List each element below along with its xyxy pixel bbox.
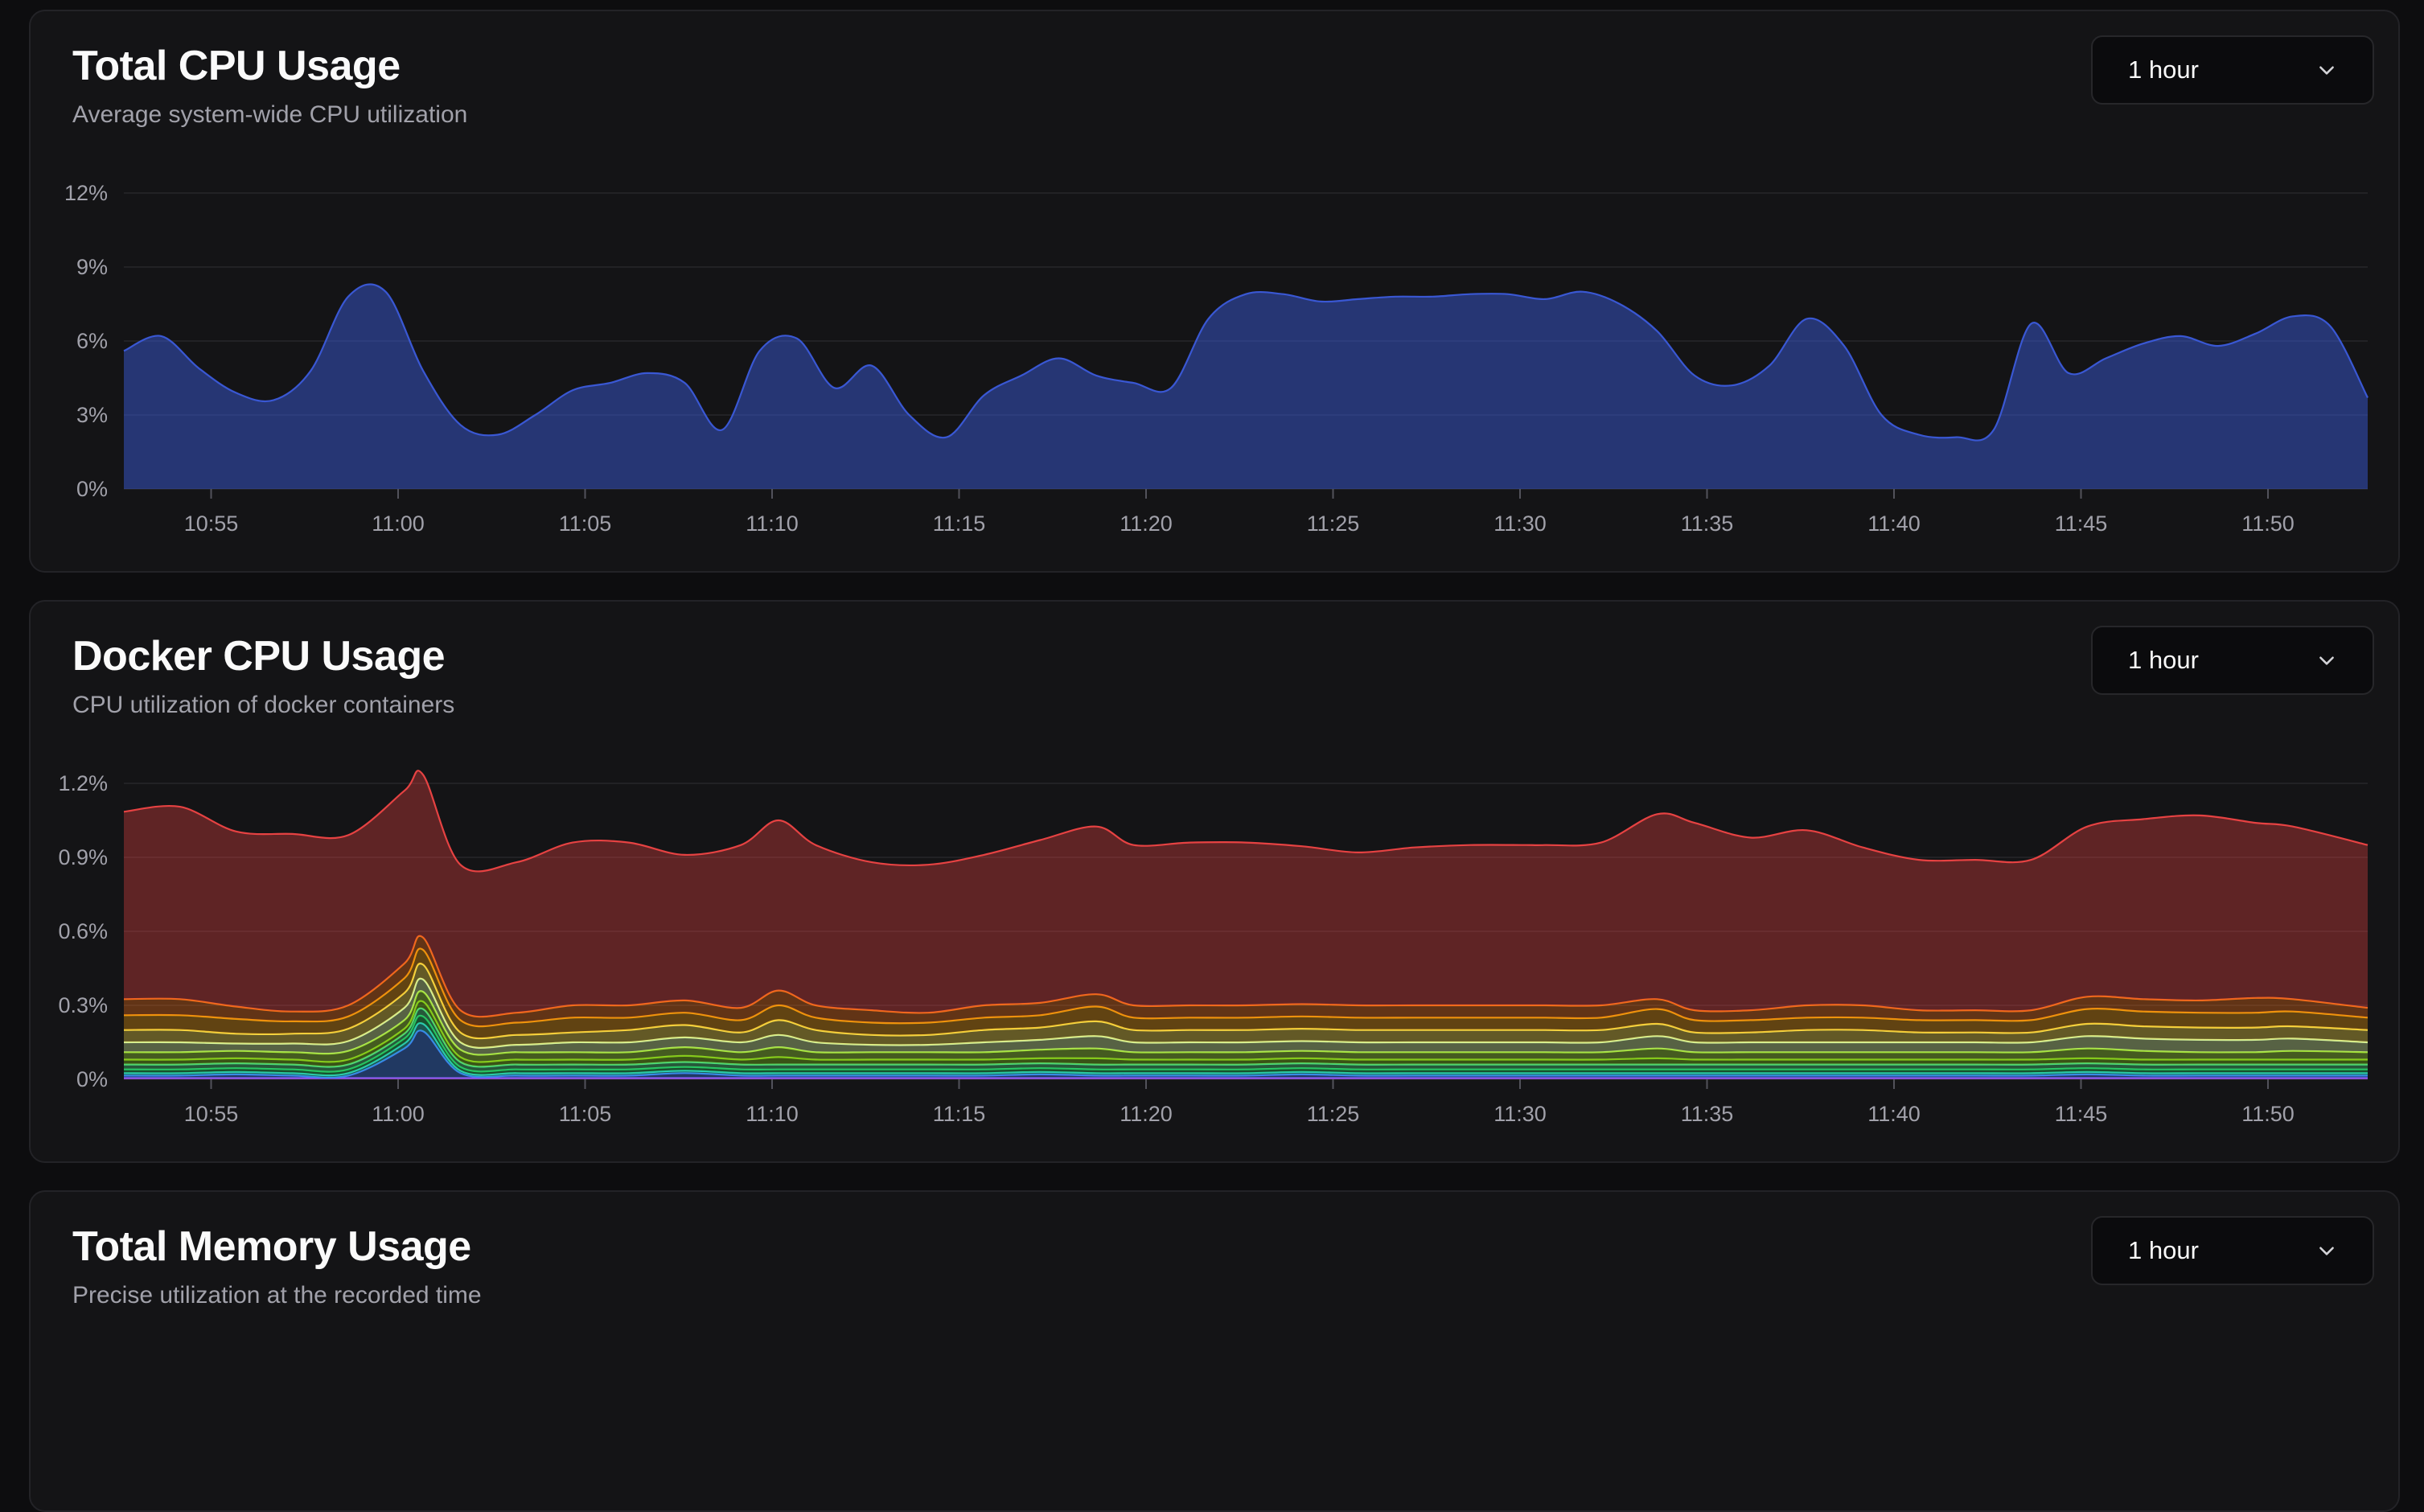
card-title: Docker CPU Usage <box>72 633 446 680</box>
x-tick-label: 11:20 <box>1120 1102 1173 1126</box>
series-line <box>123 1029 2368 1079</box>
y-tick-label: 3% <box>76 403 108 427</box>
series-line <box>123 1021 2368 1077</box>
card-subtitle: Precise utilization at the recorded time <box>72 1282 482 1309</box>
docker-cpu-card: Docker CPU Usage CPU utilization of dock… <box>29 600 2400 1163</box>
x-tick-label: 10:55 <box>184 1102 239 1126</box>
x-tick-label: 11:15 <box>933 512 986 536</box>
chevron-down-icon <box>2319 66 2334 75</box>
x-tick-label: 11:50 <box>2241 512 2295 536</box>
x-tick-label: 11:40 <box>1867 1102 1921 1126</box>
x-tick-label: 11:50 <box>2241 1102 2295 1126</box>
time-range-label: 1 hour <box>2128 55 2199 84</box>
x-tick-label: 11:05 <box>559 512 612 536</box>
x-tick-label: 11:30 <box>1493 1102 1547 1126</box>
total-cpu-card: Total CPU Usage Average system-wide CPU … <box>29 10 2400 573</box>
series-line <box>123 935 2369 1018</box>
series-line <box>123 1007 2368 1068</box>
x-tick-label: 11:25 <box>1307 1102 1360 1126</box>
series-line <box>123 962 2369 1040</box>
y-tick-label: 0% <box>76 1067 108 1091</box>
series-area <box>124 935 2368 1027</box>
x-tick-label: 11:45 <box>2055 1102 2108 1126</box>
time-range-select[interactable]: 1 hour <box>2091 626 2374 695</box>
y-tick-label: 0% <box>76 477 108 501</box>
x-tick-label: 11:45 <box>2055 512 2108 536</box>
series-area <box>124 284 2368 489</box>
series-line <box>123 1014 2368 1073</box>
x-tick-label: 11:00 <box>372 1102 425 1126</box>
time-range-select[interactable]: 1 hour <box>2091 35 2374 105</box>
y-tick-label: 0.6% <box>58 919 108 943</box>
card-title: Total Memory Usage <box>72 1223 471 1270</box>
series-line <box>123 770 2369 873</box>
series-area <box>124 948 2368 1039</box>
series-line <box>123 283 2369 442</box>
chevron-down-icon <box>2319 656 2334 665</box>
y-tick-label: 6% <box>76 329 108 353</box>
series-area <box>124 978 2368 1055</box>
y-tick-label: 12% <box>64 181 108 205</box>
x-tick-label: 11:10 <box>746 1102 799 1126</box>
time-range-label: 1 hour <box>2128 646 2199 674</box>
series-line <box>123 1000 2368 1063</box>
card-title: Total CPU Usage <box>72 43 401 89</box>
x-tick-label: 11:10 <box>746 512 799 536</box>
series-area <box>124 963 2368 1048</box>
card-subtitle: CPU utilization of docker containers <box>72 692 455 718</box>
time-range-label: 1 hour <box>2128 1236 2199 1264</box>
x-tick-label: 11:35 <box>1681 512 1734 536</box>
x-tick-label: 11:25 <box>1307 512 1360 536</box>
y-tick-label: 0.3% <box>58 993 108 1017</box>
docker-cpu-chart: 0% 0.3% 0.6% 0.9% 1.2% 10:55 11:00 11:05 11:10 11… <box>58 770 2369 1126</box>
total-cpu-chart: 0% 3% 6% 9% 12% 10:55 11:00 11:05 11:10 11:15 11:2… <box>64 181 2369 536</box>
series-area <box>124 770 2368 1017</box>
y-tick-label: 1.2% <box>58 771 108 795</box>
x-tick-label: 11:35 <box>1681 1102 1734 1126</box>
x-tick-label: 11:00 <box>372 512 425 536</box>
series-line <box>123 990 2369 1056</box>
total-memory-card: Total Memory Usage Precise utilization a… <box>29 1190 2400 1512</box>
x-tick-label: 11:05 <box>559 1102 612 1126</box>
card-subtitle: Average system-wide CPU utilization <box>72 101 468 128</box>
x-tick-label: 11:15 <box>933 1102 986 1126</box>
x-tick-label: 11:30 <box>1493 512 1547 536</box>
y-tick-label: 9% <box>76 255 108 279</box>
x-tick-label: 10:55 <box>184 512 239 536</box>
time-range-select[interactable]: 1 hour <box>2091 1216 2374 1285</box>
x-tick-label: 11:40 <box>1867 512 1921 536</box>
y-tick-label: 0.9% <box>58 845 108 869</box>
x-tick-label: 11:20 <box>1120 512 1173 536</box>
series-line <box>123 977 2369 1049</box>
series-line <box>123 947 2369 1028</box>
series-area <box>124 991 2368 1062</box>
chevron-down-icon <box>2319 1247 2334 1255</box>
